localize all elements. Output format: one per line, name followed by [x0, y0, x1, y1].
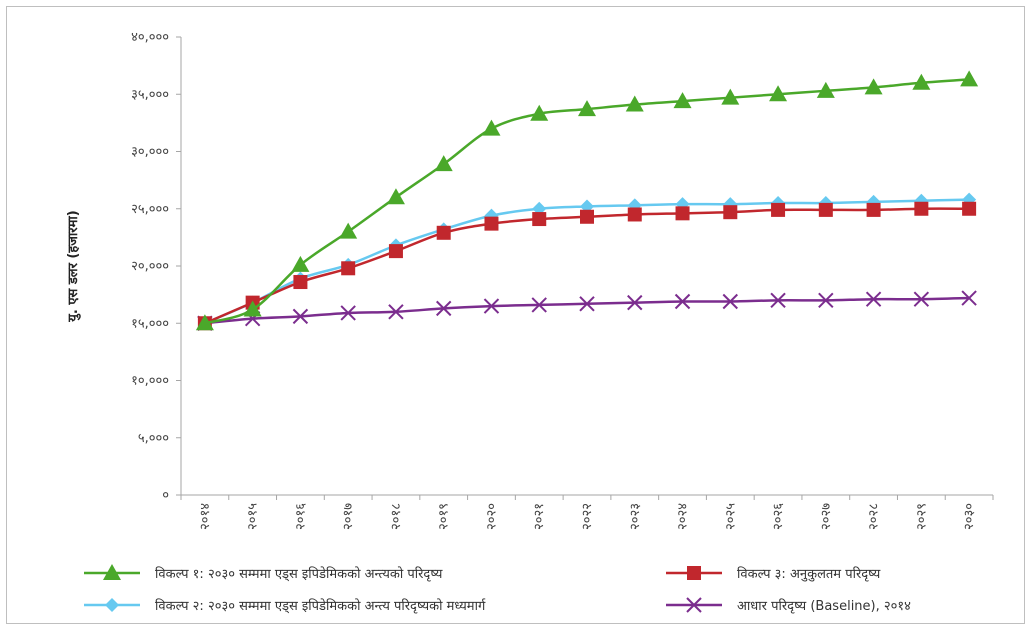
x-tick-label: २०२८: [867, 503, 882, 530]
data-point: [912, 73, 931, 90]
x-tick-label: २०२१: [532, 503, 547, 530]
data-point: [530, 104, 549, 121]
legend-item-4: आधार परिदृष्य (Baseline), २०१४: [666, 597, 911, 614]
legend-marker: [687, 566, 701, 580]
legend-item-1: विकल्प १: २०३० सम्ममा एड्स इपिडेमिकको अन…: [84, 564, 443, 582]
y-tick-label: ५,०००: [138, 431, 169, 446]
y-axis-label: यु. एस डलर (हजारमा): [66, 210, 81, 322]
data-point: [816, 81, 835, 98]
data-point: [962, 201, 977, 216]
data-point: [769, 85, 788, 102]
y-tick-label: ०: [162, 488, 169, 503]
data-point: [388, 304, 404, 320]
data-point: [484, 216, 499, 231]
x-tick-label: २०२२: [580, 503, 595, 530]
x-tick-label: २०१७: [341, 503, 356, 530]
data-point: [866, 202, 881, 217]
x-tick-label: २०२७: [819, 503, 834, 530]
x-tick-label: २०१६: [293, 503, 308, 530]
data-point: [436, 225, 451, 240]
x-tick-label: २०३०: [962, 503, 977, 530]
legend-marker: [103, 564, 121, 580]
x-axis: २०१४ २०१५ २०१६ २०१७ २०१८ २०१९ २०२० २०२१ २०२२ २०२३…: [180, 494, 994, 530]
series-3: [197, 201, 977, 331]
data-point: [722, 293, 739, 310]
data-point: [579, 296, 595, 312]
legend-label: विकल्प ३: अनुकुलतम परिदृष्य: [737, 566, 881, 582]
data-point: [674, 293, 691, 310]
data-point: [771, 202, 786, 217]
data-point: [818, 292, 834, 309]
legend-item-3: विकल्प ३: अनुकुलतम परिदृष्य: [666, 566, 881, 582]
data-point: [627, 207, 642, 222]
data-point: [483, 298, 500, 314]
data-point: [339, 222, 358, 239]
x-tick-label: २०२०: [484, 503, 499, 530]
legend-marker: [105, 598, 119, 612]
data-point: [293, 275, 308, 290]
data-point: [434, 155, 453, 172]
legend: विकल्प १: २०३० सम्ममा एड्स इपिडेमिकको अन…: [84, 564, 911, 614]
x-tick-label: २०२३: [628, 503, 643, 530]
data-point: [721, 88, 740, 105]
y-tick-label: ४०,०००: [131, 30, 169, 45]
y-tick-label: ३५,०००: [131, 87, 169, 102]
data-point: [627, 294, 643, 311]
legend-marker: [686, 597, 702, 613]
data-point: [532, 212, 547, 227]
legend-label: आधार परिदृष्य (Baseline), २०१४: [737, 598, 911, 614]
x-tick-label: २०१९: [437, 503, 452, 530]
data-point: [292, 308, 309, 325]
data-point: [386, 188, 405, 205]
data-point: [914, 201, 929, 216]
y-tick-label: २०,०००: [131, 259, 169, 274]
y-axis: ० ५,००० १०,००० १५,००० २०,००० २५,००० ३०,००० ३५,०…: [131, 30, 182, 503]
data-point: [961, 290, 977, 306]
data-point: [243, 300, 262, 317]
legend-item-2: विकल्प २: २०३० सम्ममा एड्स इपिडेमिकको अन…: [84, 598, 486, 614]
series-line: [204, 207, 970, 325]
data-point: [675, 206, 690, 221]
y-tick-label: १०,०००: [131, 374, 169, 389]
series-1: [195, 70, 979, 331]
data-point: [388, 244, 403, 259]
x-tick-label: २०२५: [723, 503, 738, 530]
data-point: [913, 291, 930, 307]
chart-frame: [6, 6, 1025, 624]
data-point: [818, 202, 833, 217]
data-point: [580, 209, 594, 224]
data-point: [531, 297, 547, 313]
y-tick-label: १५,०००: [131, 316, 169, 331]
data-point: [770, 292, 786, 309]
series-line: [204, 296, 970, 325]
data-point: [723, 205, 738, 220]
series-4: [197, 290, 977, 331]
data-point: [482, 119, 501, 136]
data-point: [341, 261, 356, 276]
y-tick-label: ३०,०००: [131, 145, 169, 160]
x-tick-label: २०१५: [246, 503, 261, 530]
data-point: [291, 255, 310, 272]
y-tick-label: २५,०००: [131, 202, 169, 217]
data-point: [865, 291, 882, 307]
data-point: [435, 300, 452, 317]
legend-label: विकल्प १: २०३० सम्ममा एड्स इपिडेमिकको अन…: [155, 566, 443, 582]
series-group: [195, 70, 979, 331]
data-point: [340, 305, 356, 321]
x-tick-label: २०२९: [914, 503, 929, 530]
x-tick-label: २०२६: [771, 503, 786, 530]
data-point: [625, 95, 644, 112]
legend-label: विकल्प २: २०३० सम्ममा एड्स इपिडेमिकको अन…: [155, 598, 486, 614]
data-point: [960, 70, 979, 87]
data-point: [195, 314, 214, 331]
data-point: [578, 100, 596, 117]
data-point: [673, 92, 692, 109]
data-point: [864, 78, 883, 95]
x-tick-label: २०१८: [389, 503, 404, 530]
x-tick-label: २०१४: [198, 503, 213, 530]
x-tick-label: २०२४: [676, 503, 691, 530]
